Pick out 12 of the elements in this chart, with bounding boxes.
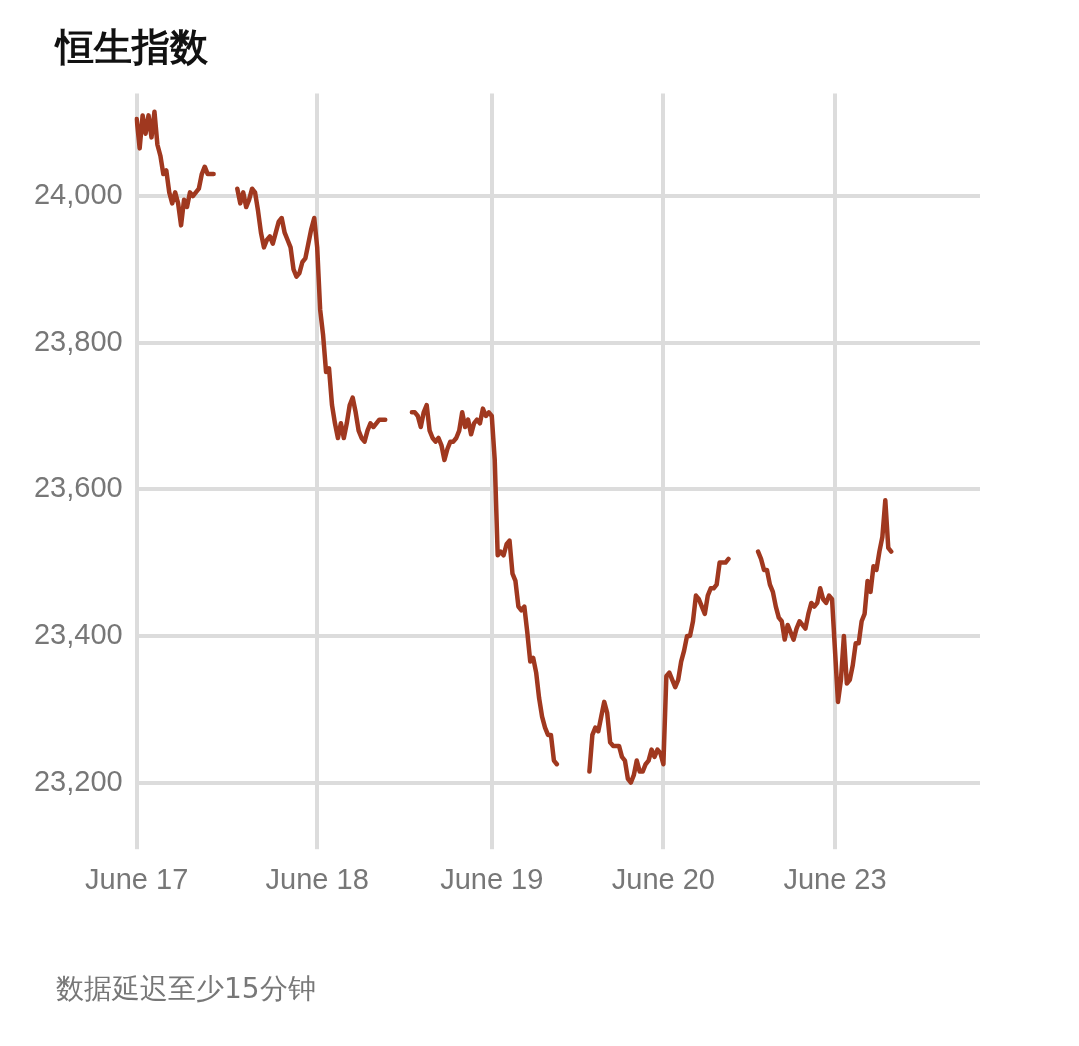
x-tick-label: June 18 [265,862,369,895]
y-tick-label: 24,000 [34,178,123,211]
chart-title: 恒生指数 [56,24,208,71]
y-tick-label: 23,200 [34,764,123,797]
y-tick-label: 23,600 [34,471,123,504]
x-tick-label: June 20 [611,862,715,895]
x-tick-label: June 23 [783,862,887,895]
y-tick-label: 23,800 [34,324,123,357]
text: 数据延迟至少15分钟 [56,971,316,1007]
y-tick-label: 23,400 [34,617,123,650]
x-tick-label: June 17 [85,862,189,895]
x-tick-label: June 19 [440,862,544,895]
